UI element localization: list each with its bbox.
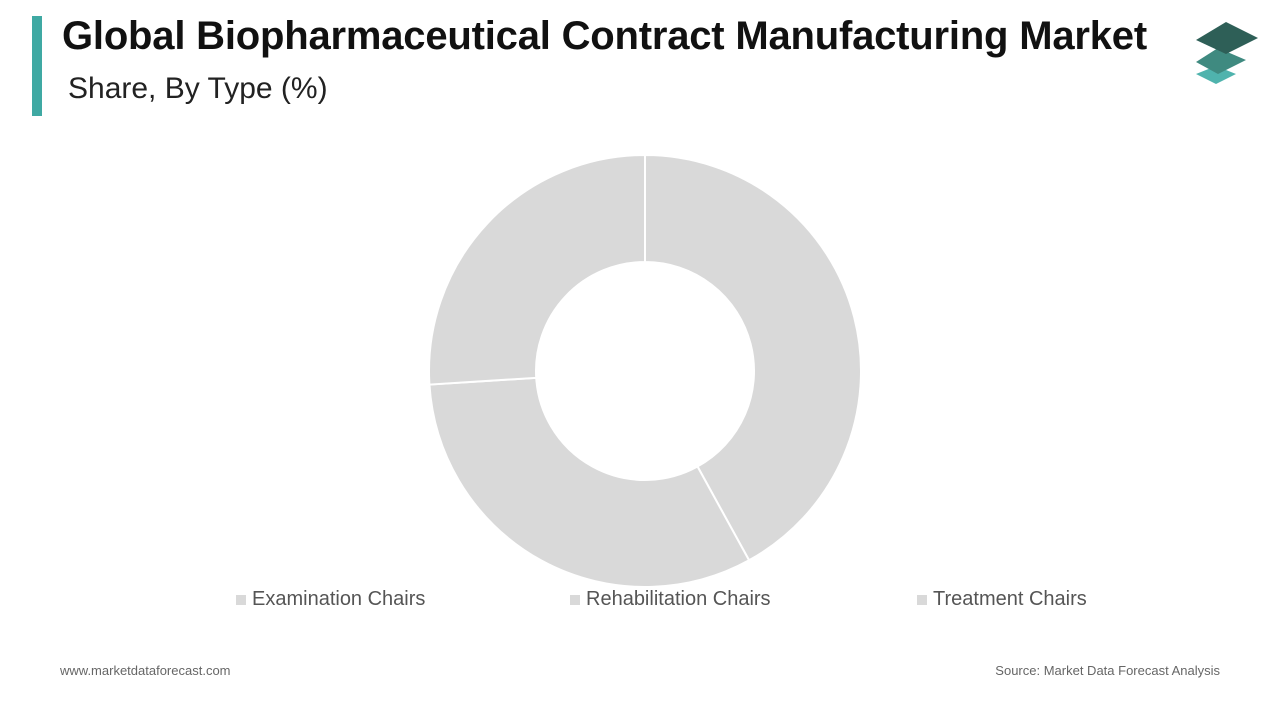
donut-slice-treatment-chairs <box>428 153 646 386</box>
page-subtitle: Share, By Type (%) <box>68 72 328 105</box>
legend-swatch <box>236 594 246 605</box>
source-note: Source: Market Data Forecast Analysis <box>995 663 1220 678</box>
website-url: www.marketdataforecast.com <box>60 663 231 678</box>
legend-label: Examination Chairs <box>252 588 426 610</box>
chart-legend: Examination Chairs Rehabilitation Chairs T… <box>0 588 1280 616</box>
legend-item: Rehabilitation Chairs <box>570 588 771 611</box>
stacked-layers-icon <box>1196 22 1258 84</box>
legend-swatch <box>917 594 927 605</box>
logo-layer-middle <box>1196 48 1246 74</box>
legend-item: Treatment Chairs <box>917 588 1087 611</box>
logo-layer-top <box>1196 22 1258 54</box>
legend-item: Examination Chairs <box>236 588 425 611</box>
page-title: Global Biopharmaceutical Contract Manufa… <box>62 14 1147 58</box>
donut-slice-rehabilitation-chairs <box>428 376 751 588</box>
title-accent-bar <box>32 16 42 116</box>
legend-label: Rehabilitation Chairs <box>586 588 771 610</box>
donut-slice-examination-chairs <box>644 153 862 562</box>
legend-swatch <box>570 594 580 605</box>
legend-label: Treatment Chairs <box>933 588 1087 610</box>
logo-layer-bottom <box>1196 66 1236 84</box>
